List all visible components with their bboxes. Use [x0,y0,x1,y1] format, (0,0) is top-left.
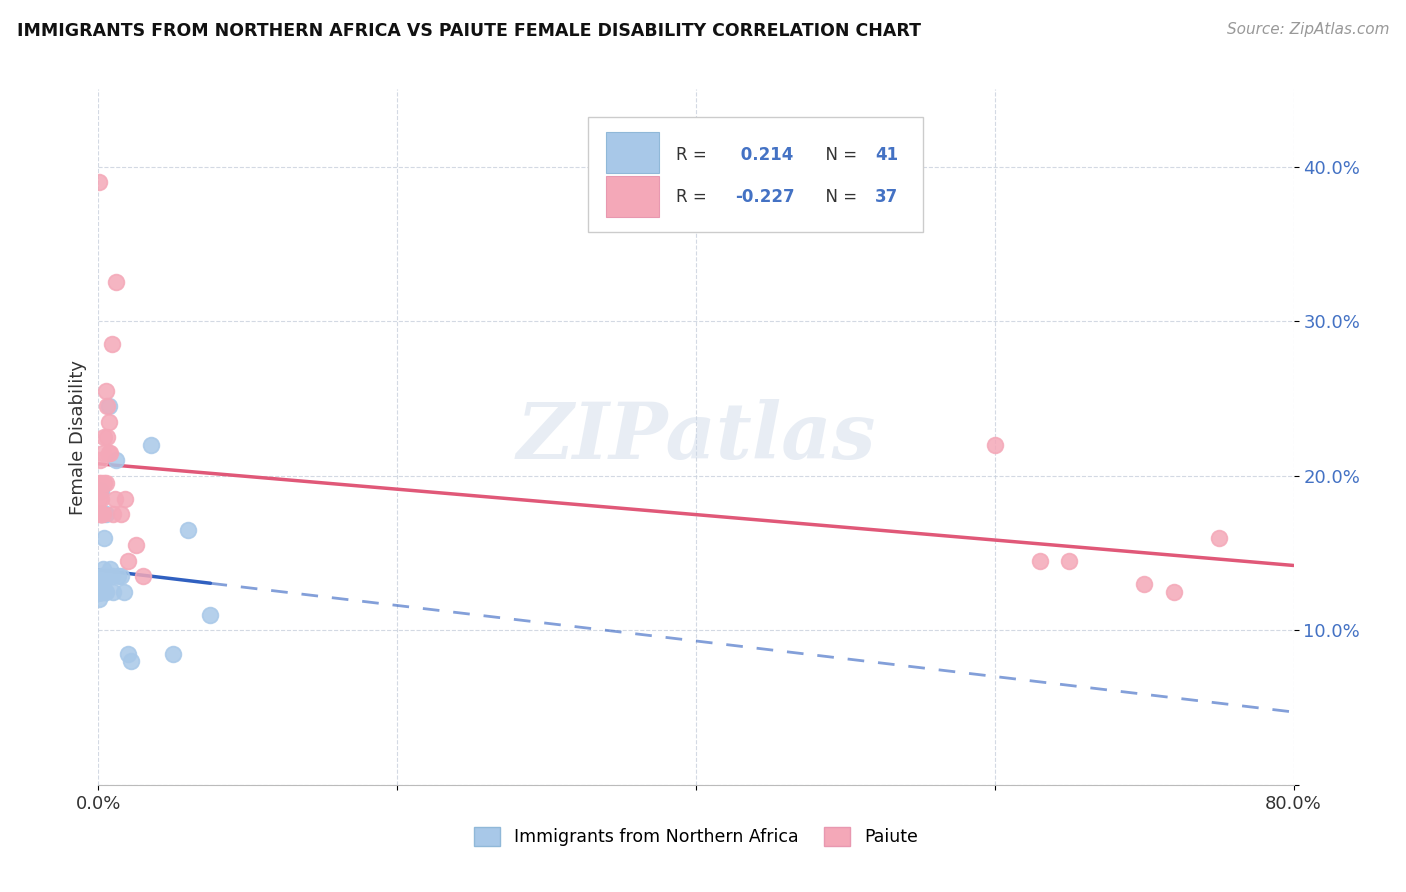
Point [90,508,112,522]
Point [105,453,128,467]
Point [117,647,139,661]
Point [89,508,111,522]
Point [97,415,120,429]
Text: R =: R = [676,188,711,206]
Point [177,523,200,537]
Point [93,531,115,545]
Y-axis label: Female Disability: Female Disability [69,359,87,515]
Point [89,453,111,467]
Text: N =: N = [815,146,863,164]
Point [93,584,115,599]
Point [87,584,110,599]
Point [1028,554,1050,568]
Text: 0.214: 0.214 [735,146,794,164]
Point [120,654,142,668]
Point [107,569,129,583]
Point [162,647,184,661]
Point [89,584,111,599]
Point [105,276,128,290]
Point [90,584,112,599]
Point [91,577,114,591]
Point [98,561,122,575]
Point [93,476,115,491]
Point [117,554,139,568]
Point [200,607,222,622]
Text: ZIPatlas: ZIPatlas [516,399,876,475]
Point [90,508,112,522]
FancyBboxPatch shape [606,177,659,218]
Text: 37: 37 [875,188,898,206]
Point [93,430,115,444]
FancyBboxPatch shape [606,132,659,173]
Point [91,508,114,522]
Point [89,577,111,591]
Point [125,538,148,552]
Point [87,577,110,591]
Point [94,584,117,599]
Point [132,569,155,583]
Point [89,508,111,522]
Point [139,438,162,452]
Text: IMMIGRANTS FROM NORTHERN AFRICA VS PAIUTE FEMALE DISABILITY CORRELATION CHART: IMMIGRANTS FROM NORTHERN AFRICA VS PAIUT… [17,22,921,40]
Point [101,337,124,351]
Point [97,445,120,459]
Point [89,584,111,599]
Point [110,508,132,522]
Point [89,592,111,607]
Point [89,584,111,599]
Point [97,399,120,413]
Text: N =: N = [815,188,863,206]
Point [87,175,110,189]
Point [1059,554,1081,568]
Point [1163,584,1185,599]
Text: -0.227: -0.227 [735,188,794,206]
Point [96,569,118,583]
Point [87,577,110,591]
Point [103,508,125,522]
Point [89,584,111,599]
Point [91,561,114,575]
FancyBboxPatch shape [589,117,922,232]
Point [91,569,114,583]
Point [1208,531,1230,545]
Point [104,491,127,506]
Point [110,569,132,583]
Point [114,491,136,506]
Point [101,569,124,583]
Point [94,384,117,398]
Point [96,430,118,444]
Text: 41: 41 [875,146,898,164]
Point [89,577,111,591]
Point [90,484,112,499]
Point [90,577,112,591]
Point [89,484,111,499]
Point [90,476,112,491]
Point [91,508,114,522]
Point [1133,577,1156,591]
Point [90,577,112,591]
Point [984,438,1007,452]
Legend: Immigrants from Northern Africa, Paiute: Immigrants from Northern Africa, Paiute [467,820,925,853]
Point [94,476,117,491]
Point [89,577,111,591]
Point [90,569,112,583]
Point [90,584,112,599]
Point [96,399,118,413]
Text: R =: R = [676,146,711,164]
Point [94,508,117,522]
Text: Source: ZipAtlas.com: Source: ZipAtlas.com [1226,22,1389,37]
Point [98,445,122,459]
Point [112,584,135,599]
Point [103,584,125,599]
Point [91,445,114,459]
Point [89,491,111,506]
Point [90,491,112,506]
Point [89,476,111,491]
Point [89,577,111,591]
